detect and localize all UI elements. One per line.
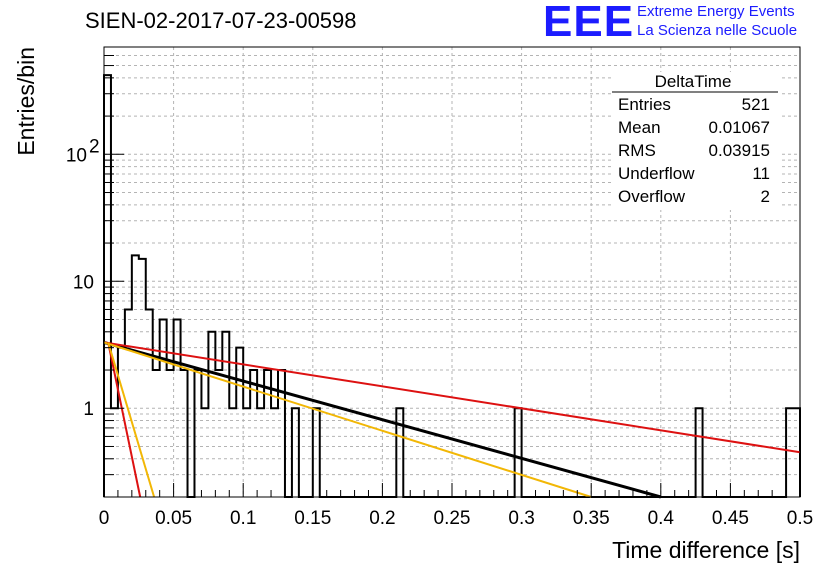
fit-lines-layer — [103, 340, 801, 499]
stats-value: 0.01067 — [709, 118, 770, 137]
fit-line — [103, 340, 662, 499]
stats-label: Overflow — [618, 187, 686, 206]
stats-label: Underflow — [618, 164, 695, 183]
stats-box: DeltaTime Entries 521 Mean 0.01067 RMS 0.0391… — [612, 72, 780, 210]
x-tick-label: 0.1 — [230, 508, 256, 529]
fit-line — [107, 342, 142, 498]
x-tick-label: 0.05 — [155, 508, 192, 529]
logo-subtitle-2: La Scienza nelle Scuole — [637, 22, 798, 39]
y-tick-label: 10 — [66, 145, 87, 166]
stats-value: 11 — [752, 164, 770, 183]
x-tick-label: 0.2 — [369, 508, 395, 529]
x-tick-label: 0 — [99, 508, 110, 529]
stats-value: 2 — [761, 187, 770, 206]
fit-line — [103, 341, 801, 454]
axis-tick-labels: 0 0.05 0.1 0.15 0.2 0.25 0.3 0.35 0.4 0.45 0.5 1 10 1… — [66, 136, 813, 529]
stats-title: DeltaTime — [655, 72, 732, 91]
axis-ticks — [103, 46, 801, 498]
x-tick-label: 0.25 — [434, 508, 471, 529]
stats-value: 0.03915 — [709, 141, 770, 160]
logo-subtitle-1: Extreme Energy Events — [637, 3, 795, 20]
x-tick-label: 0.35 — [573, 508, 610, 529]
page-title: SIEN-02-2017-07-23-00598 — [85, 8, 357, 33]
y-tick-label: 10 — [73, 272, 94, 293]
fit-line — [107, 342, 156, 498]
y-tick-label: 1 — [83, 399, 94, 420]
eee-logo: EEE — [543, 0, 635, 46]
stats-label: Entries — [618, 95, 671, 114]
x-tick-label: 0.4 — [648, 508, 675, 529]
stats-label: RMS — [618, 141, 656, 160]
x-tick-label: 0.5 — [787, 508, 813, 529]
x-tick-label: 0.15 — [294, 508, 331, 529]
y-tick-exponent: 2 — [89, 136, 100, 157]
grid — [103, 46, 801, 498]
x-axis-title: Time difference [s] — [612, 537, 800, 563]
fit-line — [103, 341, 592, 498]
x-tick-label: 0.45 — [712, 508, 749, 529]
stats-value: 521 — [742, 95, 770, 114]
y-axis-title: Entries/bin — [13, 47, 39, 156]
x-tick-label: 0.3 — [508, 508, 534, 529]
stats-label: Mean — [618, 118, 661, 137]
